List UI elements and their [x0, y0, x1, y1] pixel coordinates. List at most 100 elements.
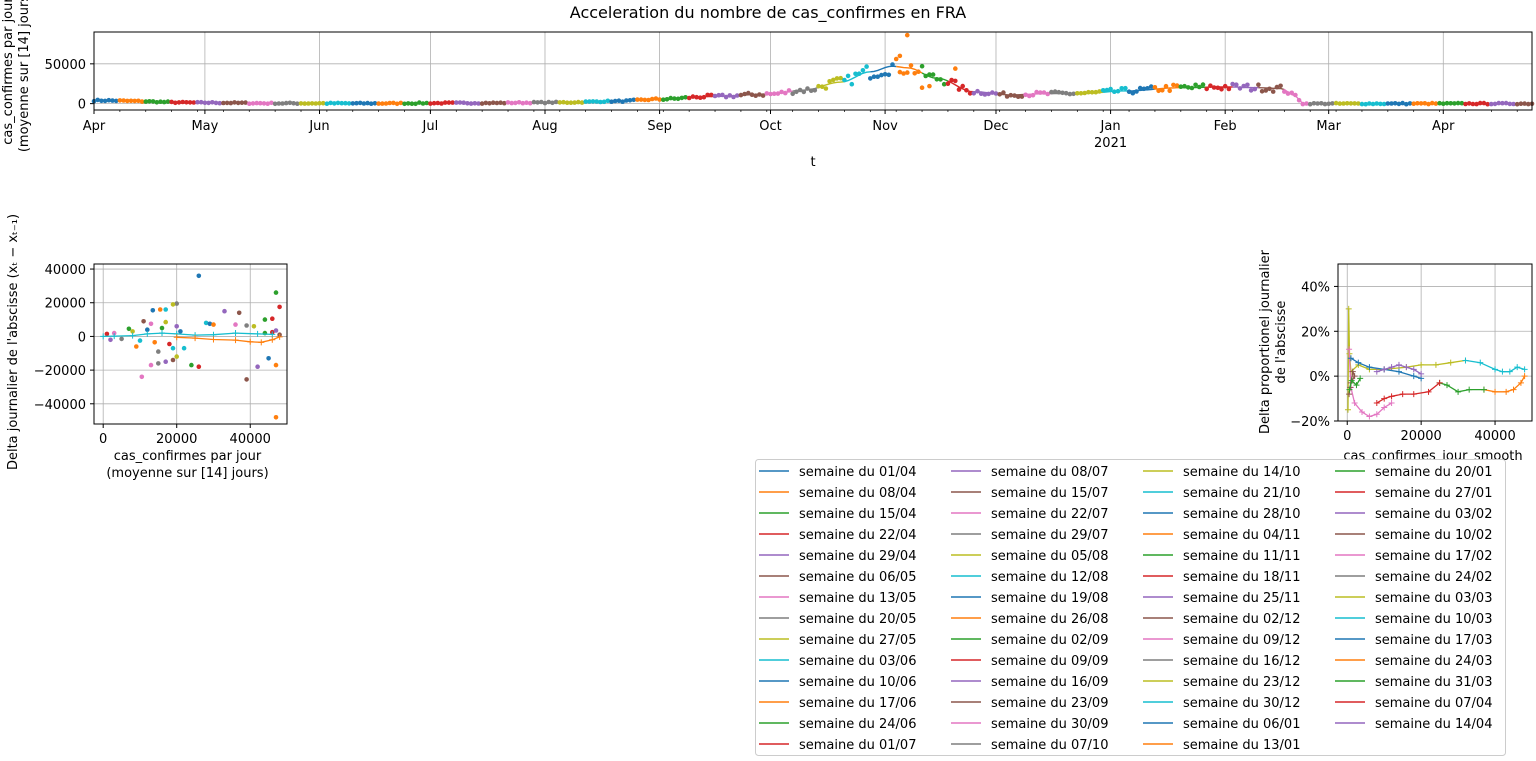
timeline-point [1185, 85, 1191, 90]
timeline-point [180, 99, 185, 105]
timeline-point [819, 84, 825, 89]
timeline-point [1219, 87, 1224, 92]
timeline-point [1015, 94, 1021, 99]
timeline-point [269, 100, 274, 106]
timeline-point [672, 96, 677, 101]
timeline-point [1071, 91, 1076, 97]
timeline-point [1100, 88, 1106, 93]
delta-marker [111, 333, 118, 340]
timeline-point [856, 71, 862, 76]
timeline-point [790, 91, 795, 97]
timeline-point [734, 93, 740, 98]
timeline-point [1400, 100, 1405, 106]
delta-point [170, 345, 176, 351]
delta-point [244, 377, 249, 382]
timeline-point [298, 101, 304, 106]
timeline-point [768, 91, 773, 97]
timeline-point [535, 100, 540, 105]
legend-label: semaine du 10/03 [1375, 612, 1492, 627]
timeline-point [794, 89, 799, 95]
rel-marker [1395, 361, 1402, 368]
timeline-point [113, 98, 119, 104]
rel-marker [1381, 395, 1388, 402]
timeline-point [1130, 90, 1136, 96]
timeline-point [520, 100, 526, 106]
timeline-point [746, 90, 751, 96]
timeline-chart: Apr May Jun Jul Aug Sep Oct Nov Dec Jan Feb Mar Apr 0… [1, 0, 1535, 170]
timeline-point [1511, 101, 1516, 107]
timeline-point [1004, 94, 1010, 99]
legend-label: semaine du 03/02 [1375, 507, 1492, 522]
timeline-point [1204, 86, 1209, 92]
timeline-point [890, 62, 895, 67]
timeline-point [490, 100, 496, 105]
rel-marker [1388, 364, 1395, 371]
legend-label: semaine du 17/06 [799, 696, 916, 711]
timeline-point [1078, 91, 1084, 96]
timeline-point [446, 100, 452, 105]
timeline-point [1060, 90, 1065, 96]
timeline-point [956, 87, 962, 92]
figure-title: Acceleration du nombre de cas_confirmes … [570, 3, 966, 23]
timeline-point [827, 79, 832, 84]
timeline-point [202, 100, 208, 106]
timeline-point [217, 100, 222, 106]
timeline-point [1193, 82, 1198, 88]
timeline-point [978, 91, 984, 96]
timeline-point [990, 90, 995, 95]
rel-ylabel-line: de l'abscisse [1274, 301, 1289, 384]
timeline-point [1248, 88, 1254, 93]
timeline-point [468, 101, 474, 106]
timeline-point [1459, 100, 1465, 106]
timeline-point [916, 69, 921, 74]
legend-label: semaine du 18/11 [1183, 570, 1300, 585]
timeline-point [786, 88, 792, 93]
timeline-point [1093, 89, 1099, 95]
timeline-point [1485, 101, 1490, 107]
timeline-point [698, 95, 703, 100]
timeline-point [206, 100, 211, 106]
timeline-point [1208, 83, 1213, 88]
timeline-point [1326, 101, 1331, 107]
timeline-point [250, 101, 256, 106]
timeline-point [1086, 89, 1091, 95]
timeline-point [1171, 82, 1176, 88]
timeline-point [372, 101, 378, 106]
timeline-point [1433, 101, 1439, 106]
timeline-point [1489, 101, 1494, 107]
timeline-point [295, 101, 300, 106]
delta-point [126, 326, 132, 332]
rel-marker [1373, 400, 1380, 407]
legend-label: semaine du 22/07 [991, 507, 1108, 522]
delta-xtick-label: 20000 [156, 432, 197, 447]
timeline-point [938, 77, 943, 82]
timeline-point [361, 101, 367, 106]
timeline-point [779, 89, 784, 95]
rel-marker [1492, 366, 1499, 373]
timeline-point [1263, 88, 1269, 93]
timeline-point [291, 101, 296, 106]
legend-label: semaine du 06/01 [1183, 717, 1300, 732]
timeline-point [808, 88, 814, 93]
timeline-point [986, 91, 991, 97]
timeline-point [849, 81, 855, 87]
timeline-point [757, 92, 762, 97]
delta-point [152, 340, 157, 345]
timeline-point [191, 100, 197, 105]
rel-marker [1418, 361, 1425, 368]
timeline-point [224, 100, 230, 106]
timeline-point [1470, 101, 1476, 107]
rel-marker [1353, 382, 1360, 389]
timeline-point [1174, 83, 1180, 88]
timeline-point [879, 72, 884, 78]
rel-series-line [1376, 382, 1441, 404]
delta-point [134, 344, 139, 349]
delta-point [163, 319, 168, 325]
legend-label: semaine du 31/03 [1375, 675, 1492, 690]
timeline-xtick-label: Apr [83, 119, 106, 134]
timeline-point [1241, 83, 1246, 89]
timeline-point [1252, 86, 1258, 92]
legend-label: semaine du 29/07 [991, 528, 1108, 543]
delta-xtick-label: 0 [99, 432, 107, 447]
timeline-point [232, 100, 237, 105]
